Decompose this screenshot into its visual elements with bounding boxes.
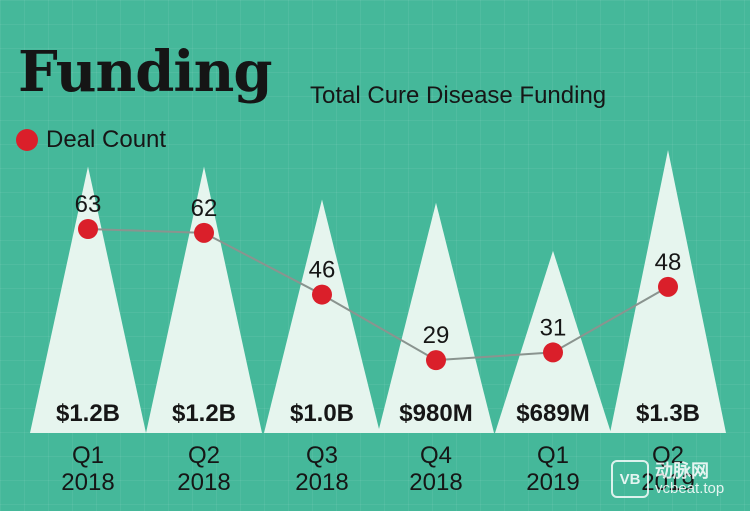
chart-subtitle: Total Cure Disease Funding [310, 82, 607, 109]
x-axis-year-1: 2018 [61, 469, 114, 496]
deal-count-point-5 [543, 342, 563, 363]
deal-count-point-3 [312, 284, 332, 305]
deal-count-point-1 [78, 219, 98, 239]
funding-peak-5 [495, 250, 611, 433]
x-axis-year-5: 2019 [526, 469, 579, 496]
funding-label-3: $1.0B [290, 400, 354, 427]
watermark-brand: 动脉网 [655, 461, 709, 481]
funding-label-2: $1.2B [172, 400, 236, 427]
funding-label-4: $980M [399, 400, 472, 427]
x-axis-period-3: Q3 [306, 442, 338, 469]
legend-label: Deal Count [46, 126, 167, 153]
x-axis-year-6: 2019 [641, 469, 694, 496]
deal-count-label-4: 29 [423, 322, 450, 349]
x-axis-period-2: Q2 [188, 442, 220, 469]
deal-count-point-6 [658, 276, 678, 297]
watermark-logo: VB [611, 460, 649, 498]
funding-peak-3 [264, 199, 380, 433]
x-axis-year-3: 2018 [295, 469, 348, 496]
deal-count-point-2 [194, 222, 214, 243]
funding-peak-1 [30, 166, 146, 433]
legend: Deal Count [16, 126, 166, 154]
funding-peak-2 [146, 166, 262, 433]
x-axis-period-6: Q2 [652, 442, 684, 469]
legend-marker [16, 129, 38, 151]
deal-count-label-1: 63 [75, 191, 102, 218]
x-axis-period-1: Q1 [72, 442, 104, 469]
funding-label-1: $1.2B [56, 400, 120, 427]
x-axis-period-5: Q1 [537, 442, 569, 469]
funding-label-6: $1.3B [636, 400, 700, 427]
chart-title: Funding [18, 39, 273, 105]
x-axis-period-4: Q4 [420, 442, 452, 469]
funding-label-5: $689M [516, 400, 589, 427]
x-axis-year-4: 2018 [409, 469, 462, 496]
watermark: VB 动脉网 vcbeat.top [611, 457, 736, 501]
watermark-url: vcbeat.top [655, 480, 725, 497]
deal-count-label-3: 46 [309, 257, 336, 284]
deal-count-point-4 [426, 350, 446, 371]
x-axis-year-2: 2018 [177, 469, 230, 496]
funding-peak-4 [378, 202, 494, 433]
watermark-text: 动脉网 vcbeat.top [655, 462, 724, 496]
deal-count-label-6: 48 [655, 249, 682, 276]
deal-count-label-5: 31 [540, 314, 567, 341]
deal-count-line [87, 228, 669, 362]
deal-count-label-2: 62 [191, 195, 218, 222]
